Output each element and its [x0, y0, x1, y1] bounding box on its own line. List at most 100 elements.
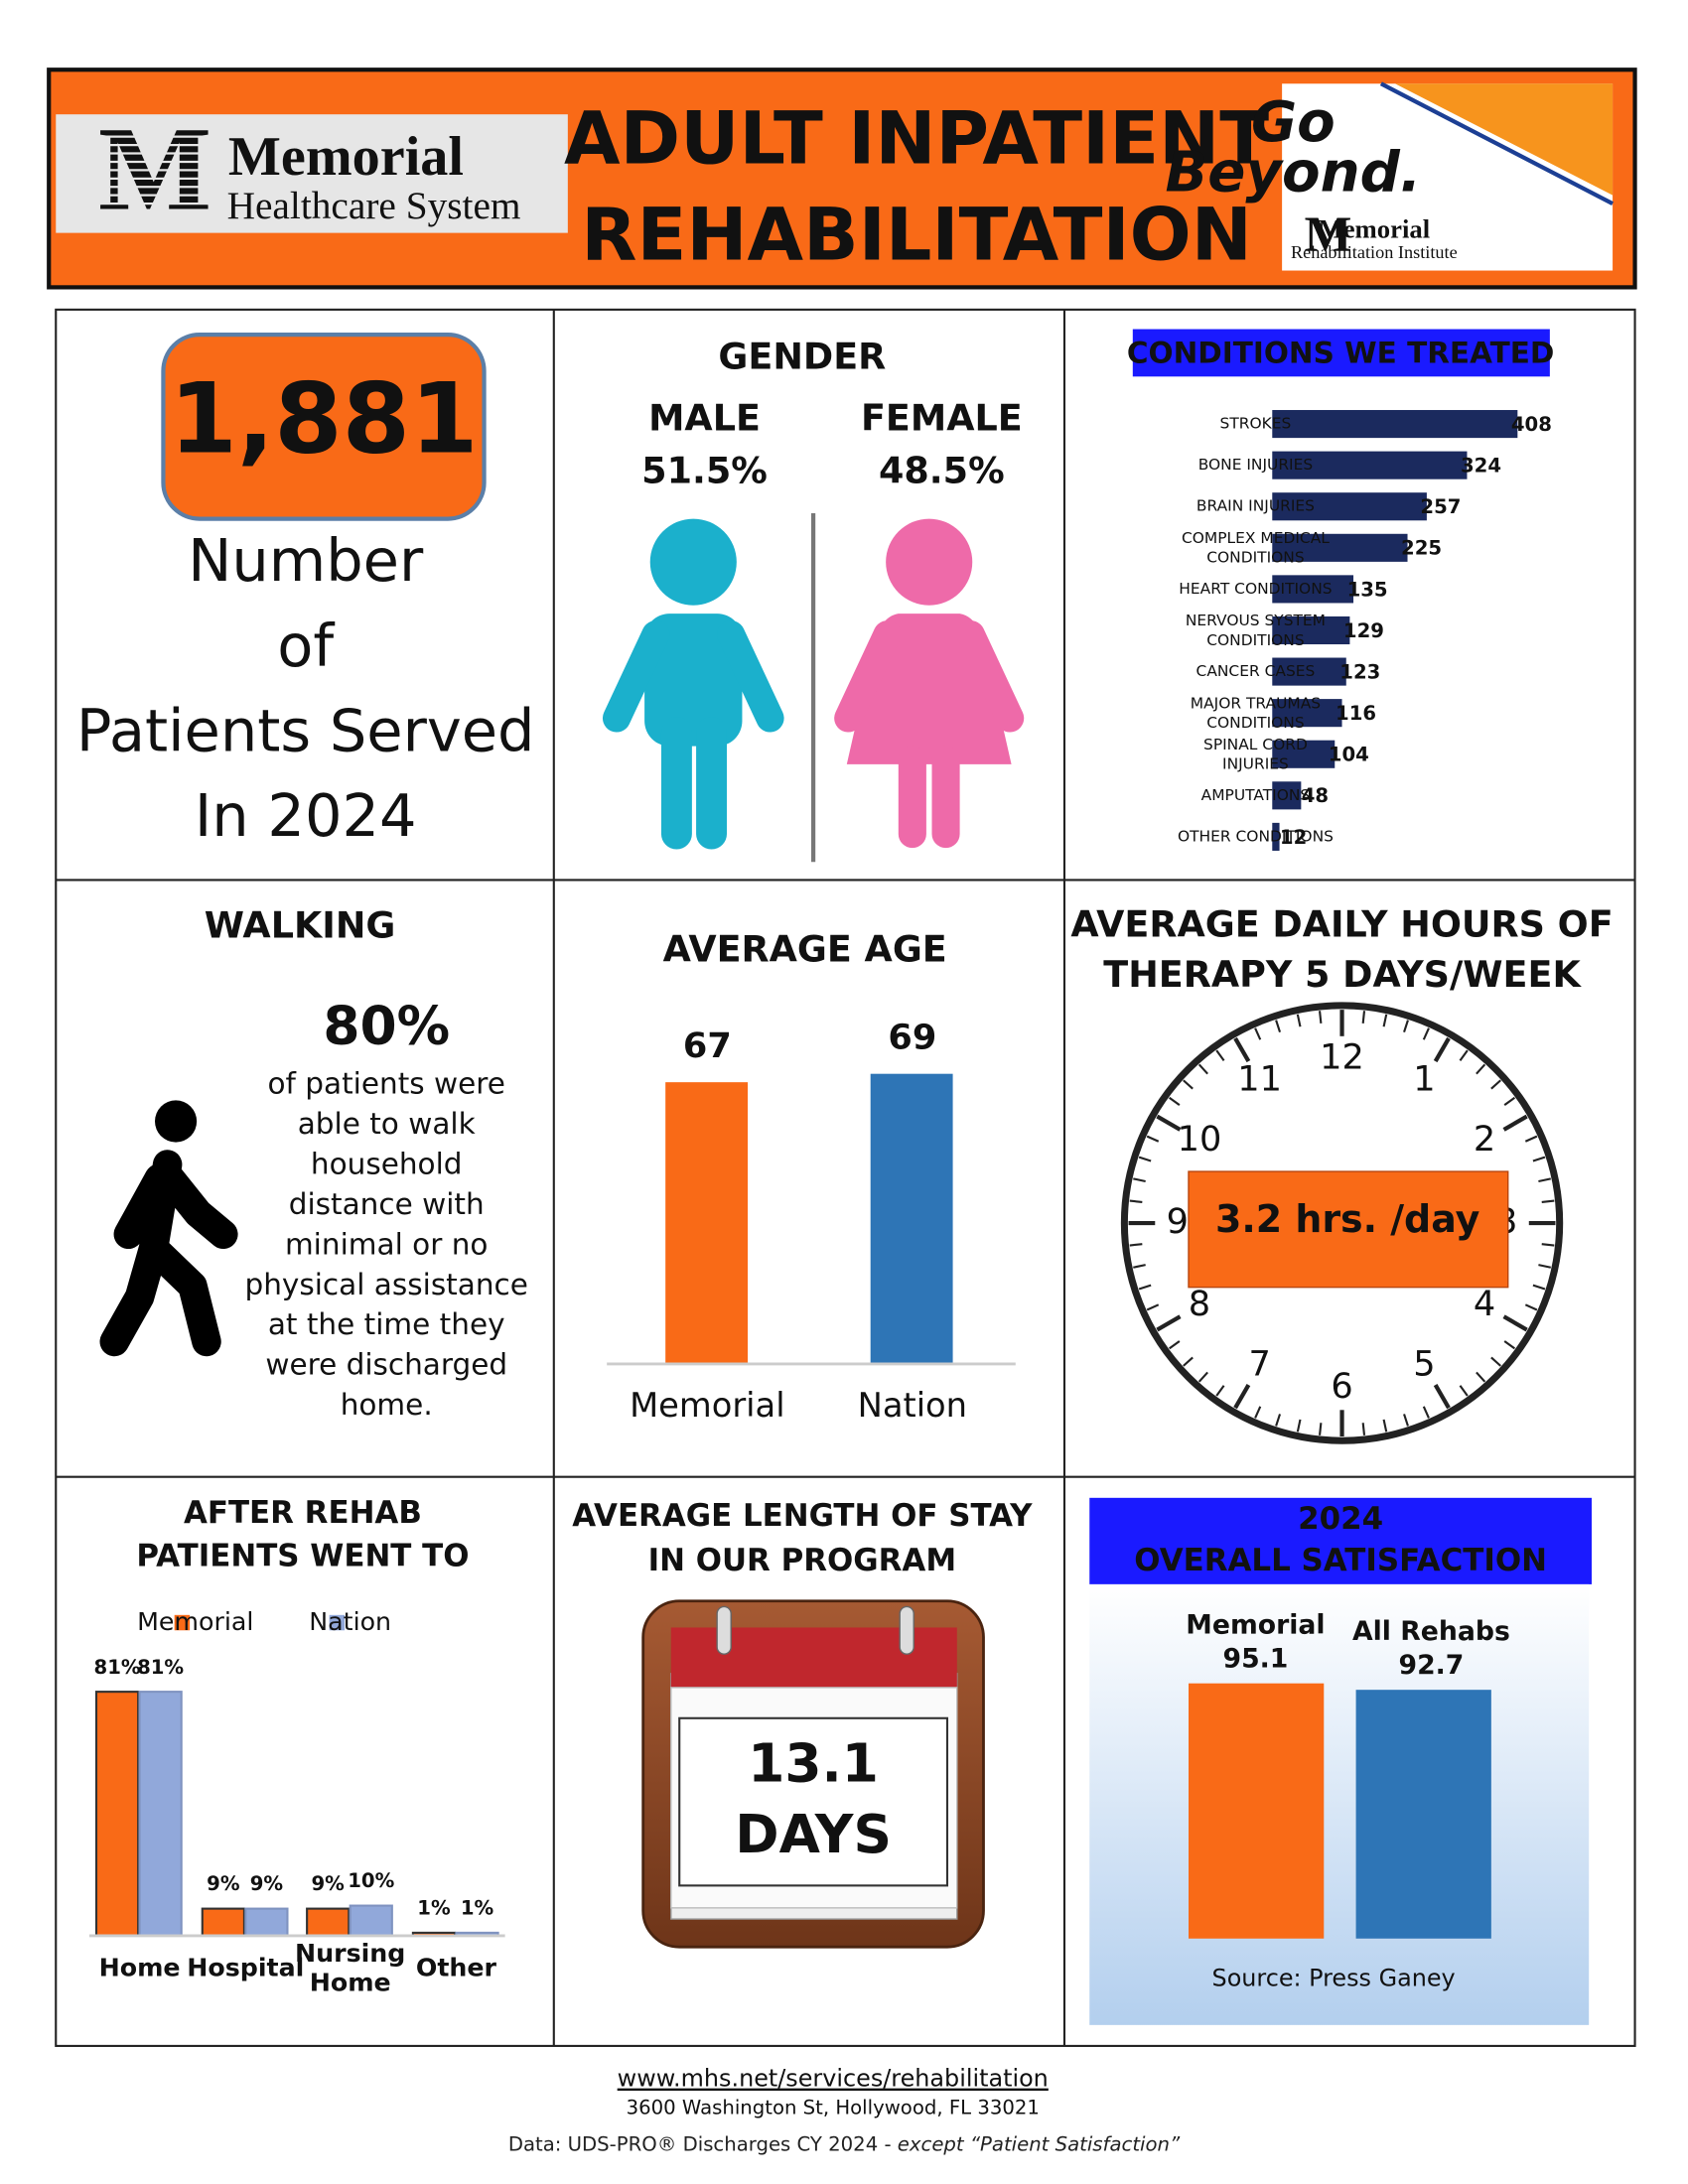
clock-tick	[1459, 1385, 1469, 1397]
clock-tick	[1183, 1079, 1194, 1090]
logo-tagline: Beyond.	[1165, 141, 1421, 205]
clock-tick	[1275, 1020, 1282, 1032]
gender-label: MALE	[648, 396, 761, 439]
clock-number: 9	[1167, 1201, 1189, 1242]
clock-tick	[1524, 1135, 1538, 1143]
bar	[1272, 615, 1350, 645]
value-label: 225	[1401, 537, 1442, 560]
category-label: Nursing Home	[295, 1939, 405, 1997]
bar	[1272, 740, 1336, 768]
clock-tick	[1403, 1020, 1409, 1032]
clock-number: 8	[1189, 1284, 1210, 1324]
category-label: All Rehabs	[1352, 1616, 1510, 1647]
text-line: Nursing	[295, 1939, 405, 1968]
clock-tick	[1156, 1314, 1182, 1332]
text-line: CONDITIONS	[1206, 630, 1304, 648]
value-label: 1%	[417, 1897, 451, 1920]
clock-tick	[1476, 1063, 1486, 1075]
chart-title: OVERALL SATISFACTION	[1134, 1543, 1547, 1578]
clock-tick	[1538, 1177, 1551, 1183]
category-label: Hospital	[187, 1954, 304, 1982]
category-label: STROKES	[1220, 415, 1292, 433]
value-label: 81%	[94, 1656, 141, 1679]
chart-title: AVERAGE AGE	[663, 928, 947, 971]
category-label: Memorial	[630, 1386, 785, 1425]
male-arms	[602, 620, 784, 733]
clock-tick	[1532, 1156, 1546, 1162]
footer-link[interactable]: www.mhs.net/services/rehabilitation	[618, 2065, 1049, 2093]
calendar-ring	[716, 1605, 732, 1655]
value-label: 9%	[250, 1872, 284, 1895]
section-title: WALKING	[205, 904, 396, 947]
bar	[1272, 451, 1468, 479]
count-badge	[161, 333, 487, 521]
clock-tick	[1254, 1406, 1262, 1419]
value-label: 69	[888, 1018, 936, 1058]
clock-tick	[1183, 1356, 1194, 1367]
bar	[201, 1907, 245, 1937]
clock-tick	[1433, 1036, 1451, 1063]
walking-description: household	[311, 1147, 463, 1180]
legend-swatch	[174, 1614, 191, 1631]
count-caption: Patients Served	[76, 696, 535, 764]
clock-number: 7	[1248, 1344, 1270, 1385]
value-label: 92.7	[1399, 1650, 1465, 1681]
left-logo-bg	[56, 114, 568, 233]
bar	[665, 1082, 749, 1364]
chart-source: Source: Press Ganey	[1212, 1964, 1456, 1991]
chart-title: 2024	[1298, 1501, 1383, 1537]
value-label: 9%	[207, 1872, 240, 1895]
clock-tick	[1541, 1199, 1555, 1203]
clock-tick	[1490, 1356, 1501, 1367]
clock-number: 6	[1331, 1366, 1352, 1407]
chart-title-bg	[1132, 329, 1550, 377]
clock-tick	[1254, 1027, 1262, 1040]
bar	[1272, 575, 1354, 604]
calendar-ring	[899, 1605, 914, 1655]
clock-tick	[1532, 1284, 1546, 1291]
bar	[1272, 822, 1280, 851]
clock-tick	[1422, 1406, 1430, 1419]
legend-swatch	[329, 1614, 346, 1631]
text-line: INJURIES	[1222, 754, 1289, 772]
therapy-box	[1188, 1170, 1509, 1289]
value-label: 116	[1336, 702, 1376, 725]
category-label: COMPLEX MEDICAL CONDITIONS	[1182, 528, 1330, 566]
clock-tick	[1296, 1419, 1302, 1433]
gender-share: 51.5%	[641, 450, 768, 492]
walking-description: able to walk	[298, 1107, 476, 1141]
clock-tick	[1138, 1284, 1152, 1291]
category-label: BONE INJURIES	[1198, 456, 1313, 474]
clock-tick	[1156, 1114, 1182, 1132]
clock-tick	[1169, 1340, 1181, 1350]
legend-label: Memorial	[137, 1607, 253, 1636]
value-label: 95.1	[1223, 1643, 1289, 1674]
logo-name: Memorial	[228, 126, 464, 188]
logo-subtitle: Rehabilitation Institute	[1291, 242, 1458, 262]
section-title: AVERAGE LENGTH OF STAY	[572, 1498, 1033, 1534]
count-caption: of	[277, 612, 335, 680]
value-label: 10%	[348, 1869, 394, 1892]
category-label: NERVOUS SYSTEM CONDITIONS	[1186, 612, 1326, 649]
value-label: 48	[1302, 784, 1329, 807]
bar	[1272, 410, 1518, 439]
clock-tick	[1490, 1079, 1501, 1090]
clock-tick	[1146, 1303, 1160, 1311]
gender-label: FEMALE	[861, 396, 1023, 439]
value-label: 9%	[312, 1872, 346, 1895]
category-label: Home	[99, 1954, 181, 1982]
category-label: BRAIN INJURIES	[1196, 497, 1315, 515]
clock-tick	[1215, 1049, 1225, 1062]
clock-tick	[1133, 1264, 1146, 1269]
logo-subtitle: Healthcare System	[227, 184, 521, 227]
clock-tick	[1538, 1264, 1551, 1269]
footer-address: 3600 Washington St, Hollywood, FL 33021	[627, 2097, 1040, 2119]
clock-tick	[1541, 1243, 1555, 1247]
clock-number: 5	[1413, 1344, 1435, 1385]
clock-number: 1	[1413, 1058, 1435, 1099]
male-torso	[644, 614, 743, 747]
value-label: 257	[1420, 495, 1461, 518]
